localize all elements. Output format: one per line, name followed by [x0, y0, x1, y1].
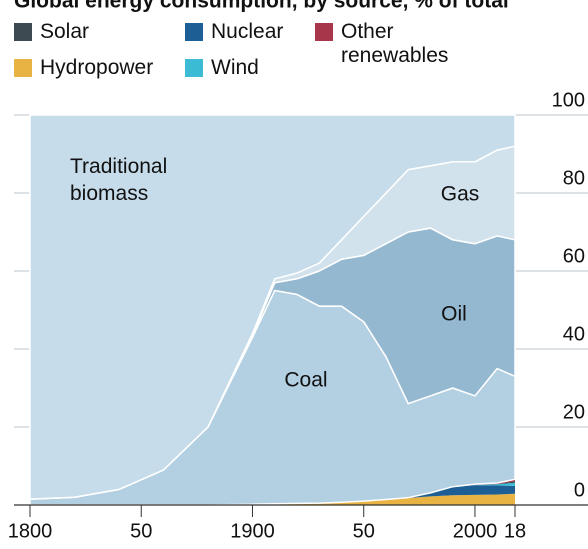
y-tick-label: 80	[563, 167, 585, 189]
y-tick-label: 0	[574, 479, 585, 501]
legend-swatch	[14, 23, 32, 41]
y-tick-label: 60	[563, 245, 585, 267]
legend-label: Hydropower	[40, 56, 154, 79]
legend-swatch	[14, 59, 32, 77]
area	[29, 114, 516, 500]
legend-item: Nuclear	[185, 20, 283, 44]
area	[30, 493, 515, 505]
legend-label: Other renewables	[341, 20, 449, 67]
legend-item: Hydropower	[14, 56, 153, 80]
y-tick-label: 100	[552, 89, 585, 111]
legend-item: Other renewables	[315, 20, 465, 68]
x-tick-label: 18	[504, 520, 526, 542]
x-tick-label: 2000	[453, 520, 498, 542]
area	[30, 485, 515, 505]
area-label: Traditional biomass	[70, 155, 168, 205]
area-label: Gas	[441, 183, 480, 206]
y-tick-label: 20	[563, 401, 585, 423]
x-tick-label: 50	[353, 520, 375, 542]
area-label-text: Traditional biomass	[70, 155, 168, 205]
legend-label: Nuclear	[211, 20, 284, 43]
legend-swatch	[315, 23, 333, 41]
legend-swatch	[185, 23, 203, 41]
x-tick-label: 1800	[8, 520, 53, 542]
legend-item: Wind	[185, 56, 259, 80]
y-tick-label: 40	[563, 323, 585, 345]
chart-title: Global energy consumption, by source, % …	[14, 0, 509, 13]
x-tick-label: 50	[130, 520, 152, 542]
legend-swatch	[185, 59, 203, 77]
legend-item: Solar	[14, 20, 89, 44]
x-tick-label: 1900	[230, 520, 275, 542]
area-label: Oil	[441, 303, 467, 326]
legend-label: Wind	[211, 56, 259, 79]
area-label: Coal	[284, 369, 327, 392]
legend-label: Solar	[40, 20, 90, 43]
